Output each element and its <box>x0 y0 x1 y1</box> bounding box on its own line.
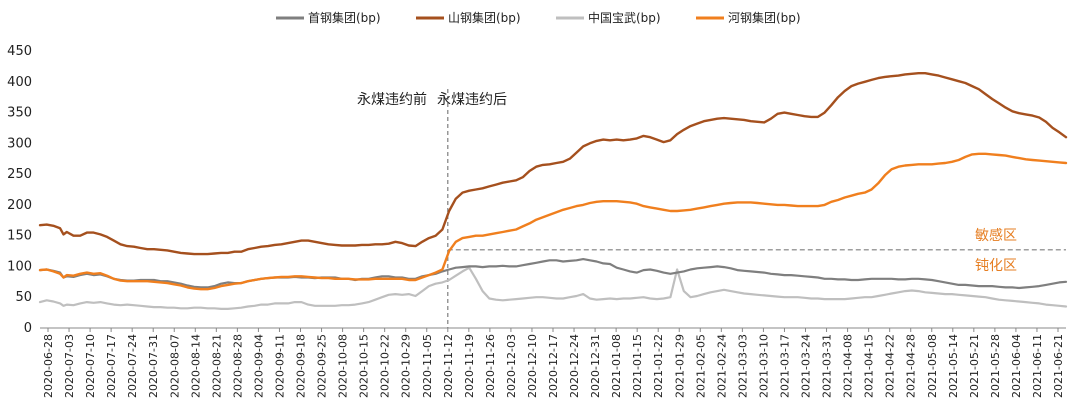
x-tick-label: 2021-03-10 <box>757 334 770 398</box>
legend-label: 中国宝武(bp) <box>588 10 661 25</box>
x-tick-label: 2021-05-14 <box>947 334 960 398</box>
x-tick-label: 2021-05-21 <box>968 334 981 398</box>
x-tick-label: 2020-11-12 <box>442 334 455 398</box>
x-tick-label: 2021-02-05 <box>694 334 707 398</box>
annotation-before: 永煤违约前 <box>357 91 427 108</box>
x-tick-label: 2021-06-21 <box>1052 334 1065 398</box>
x-tick-label: 2021-06-04 <box>1010 334 1023 398</box>
reference-lines <box>447 89 1066 328</box>
x-tick-label: 2020-06-28 <box>42 334 55 398</box>
legend: 首钢集团(bp) 山钢集团(bp) 中国宝武(bp) 河钢集团(bp) <box>276 10 801 25</box>
x-tick-label: 2020-12-17 <box>547 334 560 398</box>
y-tick-label: 100 <box>7 259 32 274</box>
series-line-0 <box>38 258 1068 290</box>
x-axis: 2020-06-28 2020-07-03 2020-07-10 2020-07-17… <box>40 327 1066 398</box>
y-axis: 0 50 100 150 200 250 300 350 400 450 <box>7 44 32 336</box>
x-tick-label: 2020-11-26 <box>484 334 497 398</box>
y-tick-label: 300 <box>7 136 32 151</box>
x-tick-label: 2021-03-31 <box>821 334 834 398</box>
x-tick-label: 2020-10-08 <box>337 334 350 398</box>
x-tick-label: 2020-08-28 <box>231 334 244 398</box>
x-tick-label: 2021-03-03 <box>736 334 749 398</box>
annotation-sensitive-zone: 敏感区 <box>975 227 1017 244</box>
x-tick-label: 2021-01-29 <box>673 334 686 398</box>
x-tick-label: 2020-08-21 <box>210 334 223 398</box>
x-tick-label: 2020-10-15 <box>358 334 371 398</box>
x-tick-label: 2021-01-22 <box>652 334 665 398</box>
legend-label: 河钢集团(bp) <box>728 10 801 25</box>
legend-label: 首钢集团(bp) <box>308 10 381 25</box>
y-tick-label: 0 <box>24 321 32 336</box>
x-tick-label: 2020-08-07 <box>168 334 181 398</box>
x-tick-label: 2021-02-24 <box>715 334 728 398</box>
x-tick-label: 2021-04-28 <box>905 334 918 398</box>
x-tick-label: 2021-03-17 <box>778 334 791 398</box>
legend-label: 山钢集团(bp) <box>448 10 521 25</box>
y-tick-label: 450 <box>7 44 32 59</box>
x-tick-label: 2021-04-08 <box>842 334 855 398</box>
x-tick-label: 2020-12-24 <box>568 334 581 398</box>
x-tick-label: 2020-10-22 <box>379 334 392 398</box>
x-tick-label: 2021-03-24 <box>800 334 813 398</box>
annotation-after: 永煤违约后 <box>437 92 507 108</box>
y-tick-label: 350 <box>7 106 32 121</box>
x-tick-label: 2020-11-19 <box>463 334 476 398</box>
x-tick-label: 2020-08-14 <box>189 334 202 398</box>
x-tick-label: 2021-05-28 <box>989 334 1002 398</box>
x-tick-label: 2021-01-15 <box>631 334 644 398</box>
annotation-dull-zone: 钝化区 <box>975 258 1017 274</box>
y-tick-label: 400 <box>7 75 32 90</box>
x-tick-label: 2021-04-22 <box>884 334 897 398</box>
series-line-3 <box>38 152 1068 291</box>
x-tick-label: 2020-07-31 <box>147 334 160 398</box>
x-tick-label: 2021-04-15 <box>863 334 876 398</box>
x-tick-label: 2020-11-05 <box>421 334 434 398</box>
x-tick-label: 2020-09-04 <box>252 334 265 398</box>
x-tick-label: 2020-12-03 <box>505 334 518 398</box>
series-line-1 <box>38 71 1068 256</box>
x-tick-label: 2020-07-03 <box>63 334 76 398</box>
x-tick-label: 2020-09-11 <box>273 334 286 398</box>
x-tick-label: 2021-01-08 <box>610 334 623 398</box>
x-tick-label: 2020-09-25 <box>316 334 329 398</box>
x-tick-label: 2020-07-10 <box>84 334 97 398</box>
series-line-2 <box>38 266 1068 310</box>
series-lines <box>38 71 1068 310</box>
y-tick-label: 50 <box>15 290 32 305</box>
x-tick-label: 2020-12-10 <box>526 334 539 398</box>
x-tick-label: 2020-07-24 <box>126 334 139 398</box>
y-tick-label: 250 <box>7 167 32 182</box>
x-tick-label: 2020-12-31 <box>589 334 602 398</box>
x-tick-label: 2020-10-29 <box>400 334 413 398</box>
y-tick-label: 150 <box>7 229 32 244</box>
y-tick-label: 200 <box>7 198 32 213</box>
x-tick-label: 2021-05-08 <box>926 334 939 398</box>
x-tick-label: 2021-06-11 <box>1031 334 1044 398</box>
x-tick-label: 2020-07-17 <box>105 334 118 398</box>
annotations: 永煤违约前 永煤违约后 敏感区 钝化区 <box>357 91 1017 274</box>
x-tick-label: 2020-09-18 <box>295 334 308 398</box>
